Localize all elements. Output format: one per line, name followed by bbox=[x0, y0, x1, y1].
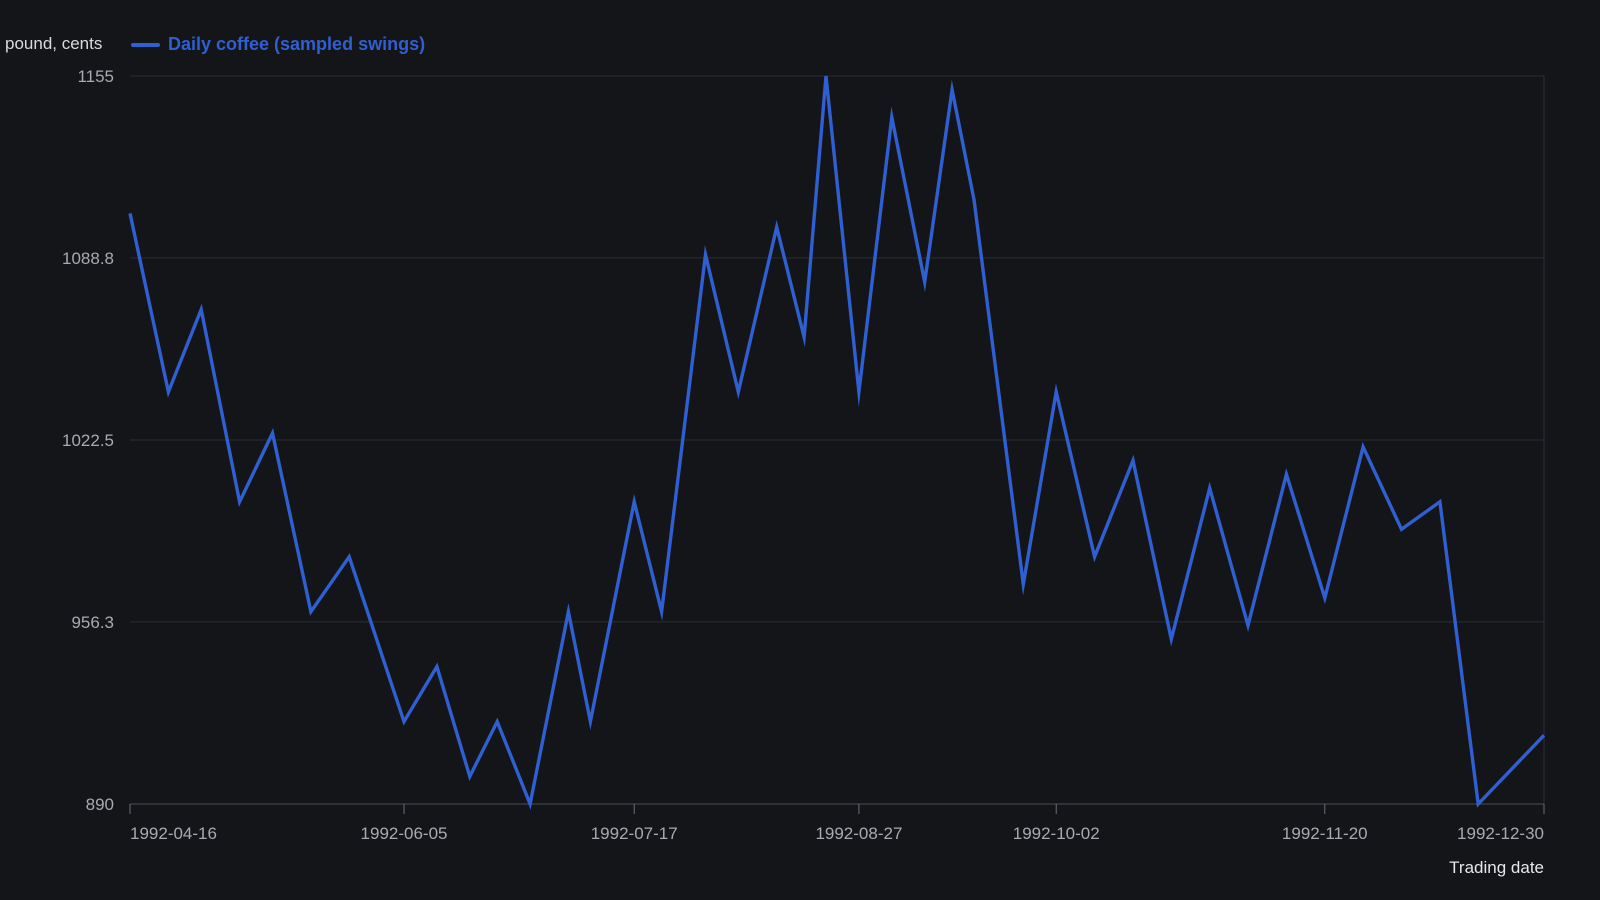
data-point bbox=[633, 500, 636, 503]
x-tick-label: 1992-12-30 bbox=[1457, 824, 1544, 843]
y-axis-label: pound, cents bbox=[5, 34, 103, 53]
data-point bbox=[1543, 734, 1546, 737]
legend: Daily coffee (sampled swings) bbox=[131, 34, 425, 55]
x-tick-label: 1992-10-02 bbox=[1013, 824, 1100, 843]
data-point bbox=[309, 610, 312, 613]
data-point bbox=[951, 88, 954, 91]
x-tick-label: 1992-07-17 bbox=[591, 824, 678, 843]
data-point bbox=[435, 665, 438, 668]
data-point bbox=[1055, 390, 1058, 393]
legend-label: Daily coffee (sampled swings) bbox=[168, 34, 426, 54]
data-point bbox=[737, 390, 740, 393]
data-point bbox=[238, 500, 241, 503]
data-point bbox=[857, 390, 860, 393]
y-tick-label: 1088.8 bbox=[62, 249, 114, 268]
data-point bbox=[775, 226, 778, 229]
data-point bbox=[825, 75, 828, 78]
tick-labels: 890 956.3 1022.5 1088.8 1155 1992-04-16 1992-0… bbox=[62, 67, 1544, 843]
data-point bbox=[1170, 638, 1173, 641]
x-tick-label: 1992-04-16 bbox=[130, 824, 217, 843]
data-point bbox=[403, 720, 406, 723]
series bbox=[128, 75, 1546, 810]
data-point bbox=[973, 198, 976, 201]
data-point bbox=[1323, 596, 1326, 599]
data-point bbox=[1438, 500, 1441, 503]
data-point bbox=[348, 555, 351, 558]
x-tick-label: 1992-08-27 bbox=[815, 824, 902, 843]
data-point bbox=[1285, 473, 1288, 476]
data-point bbox=[704, 253, 707, 256]
axes bbox=[129, 76, 1545, 814]
x-tick-label: 1992-06-05 bbox=[361, 824, 448, 843]
series-line-daily-coffee bbox=[128, 75, 1546, 810]
legend-swatch bbox=[131, 42, 160, 47]
data-point bbox=[1208, 487, 1211, 490]
data-point bbox=[271, 432, 274, 435]
data-point bbox=[1131, 459, 1134, 462]
data-point bbox=[1022, 583, 1025, 586]
data-point bbox=[803, 335, 806, 338]
data-point bbox=[923, 281, 926, 284]
data-point bbox=[1247, 624, 1250, 627]
data-point bbox=[1477, 803, 1480, 806]
data-point bbox=[567, 610, 570, 613]
data-point bbox=[660, 610, 663, 613]
data-point bbox=[1362, 445, 1365, 448]
data-point bbox=[589, 720, 592, 723]
data-point bbox=[468, 775, 471, 778]
data-point bbox=[496, 720, 499, 723]
data-point bbox=[529, 803, 532, 806]
data-point bbox=[1400, 528, 1403, 531]
data-point bbox=[129, 212, 132, 215]
data-point bbox=[200, 308, 203, 311]
y-tick-label: 1155 bbox=[77, 67, 114, 86]
y-tick-label: 956.3 bbox=[71, 613, 114, 632]
data-point bbox=[1093, 555, 1096, 558]
y-tick-label: 890 bbox=[86, 795, 114, 814]
x-axis-label: Trading date bbox=[1449, 858, 1544, 877]
data-point bbox=[167, 390, 170, 393]
data-point bbox=[890, 116, 893, 119]
x-tick-label: 1992-11-20 bbox=[1282, 824, 1368, 843]
y-tick-label: 1022.5 bbox=[62, 431, 114, 450]
